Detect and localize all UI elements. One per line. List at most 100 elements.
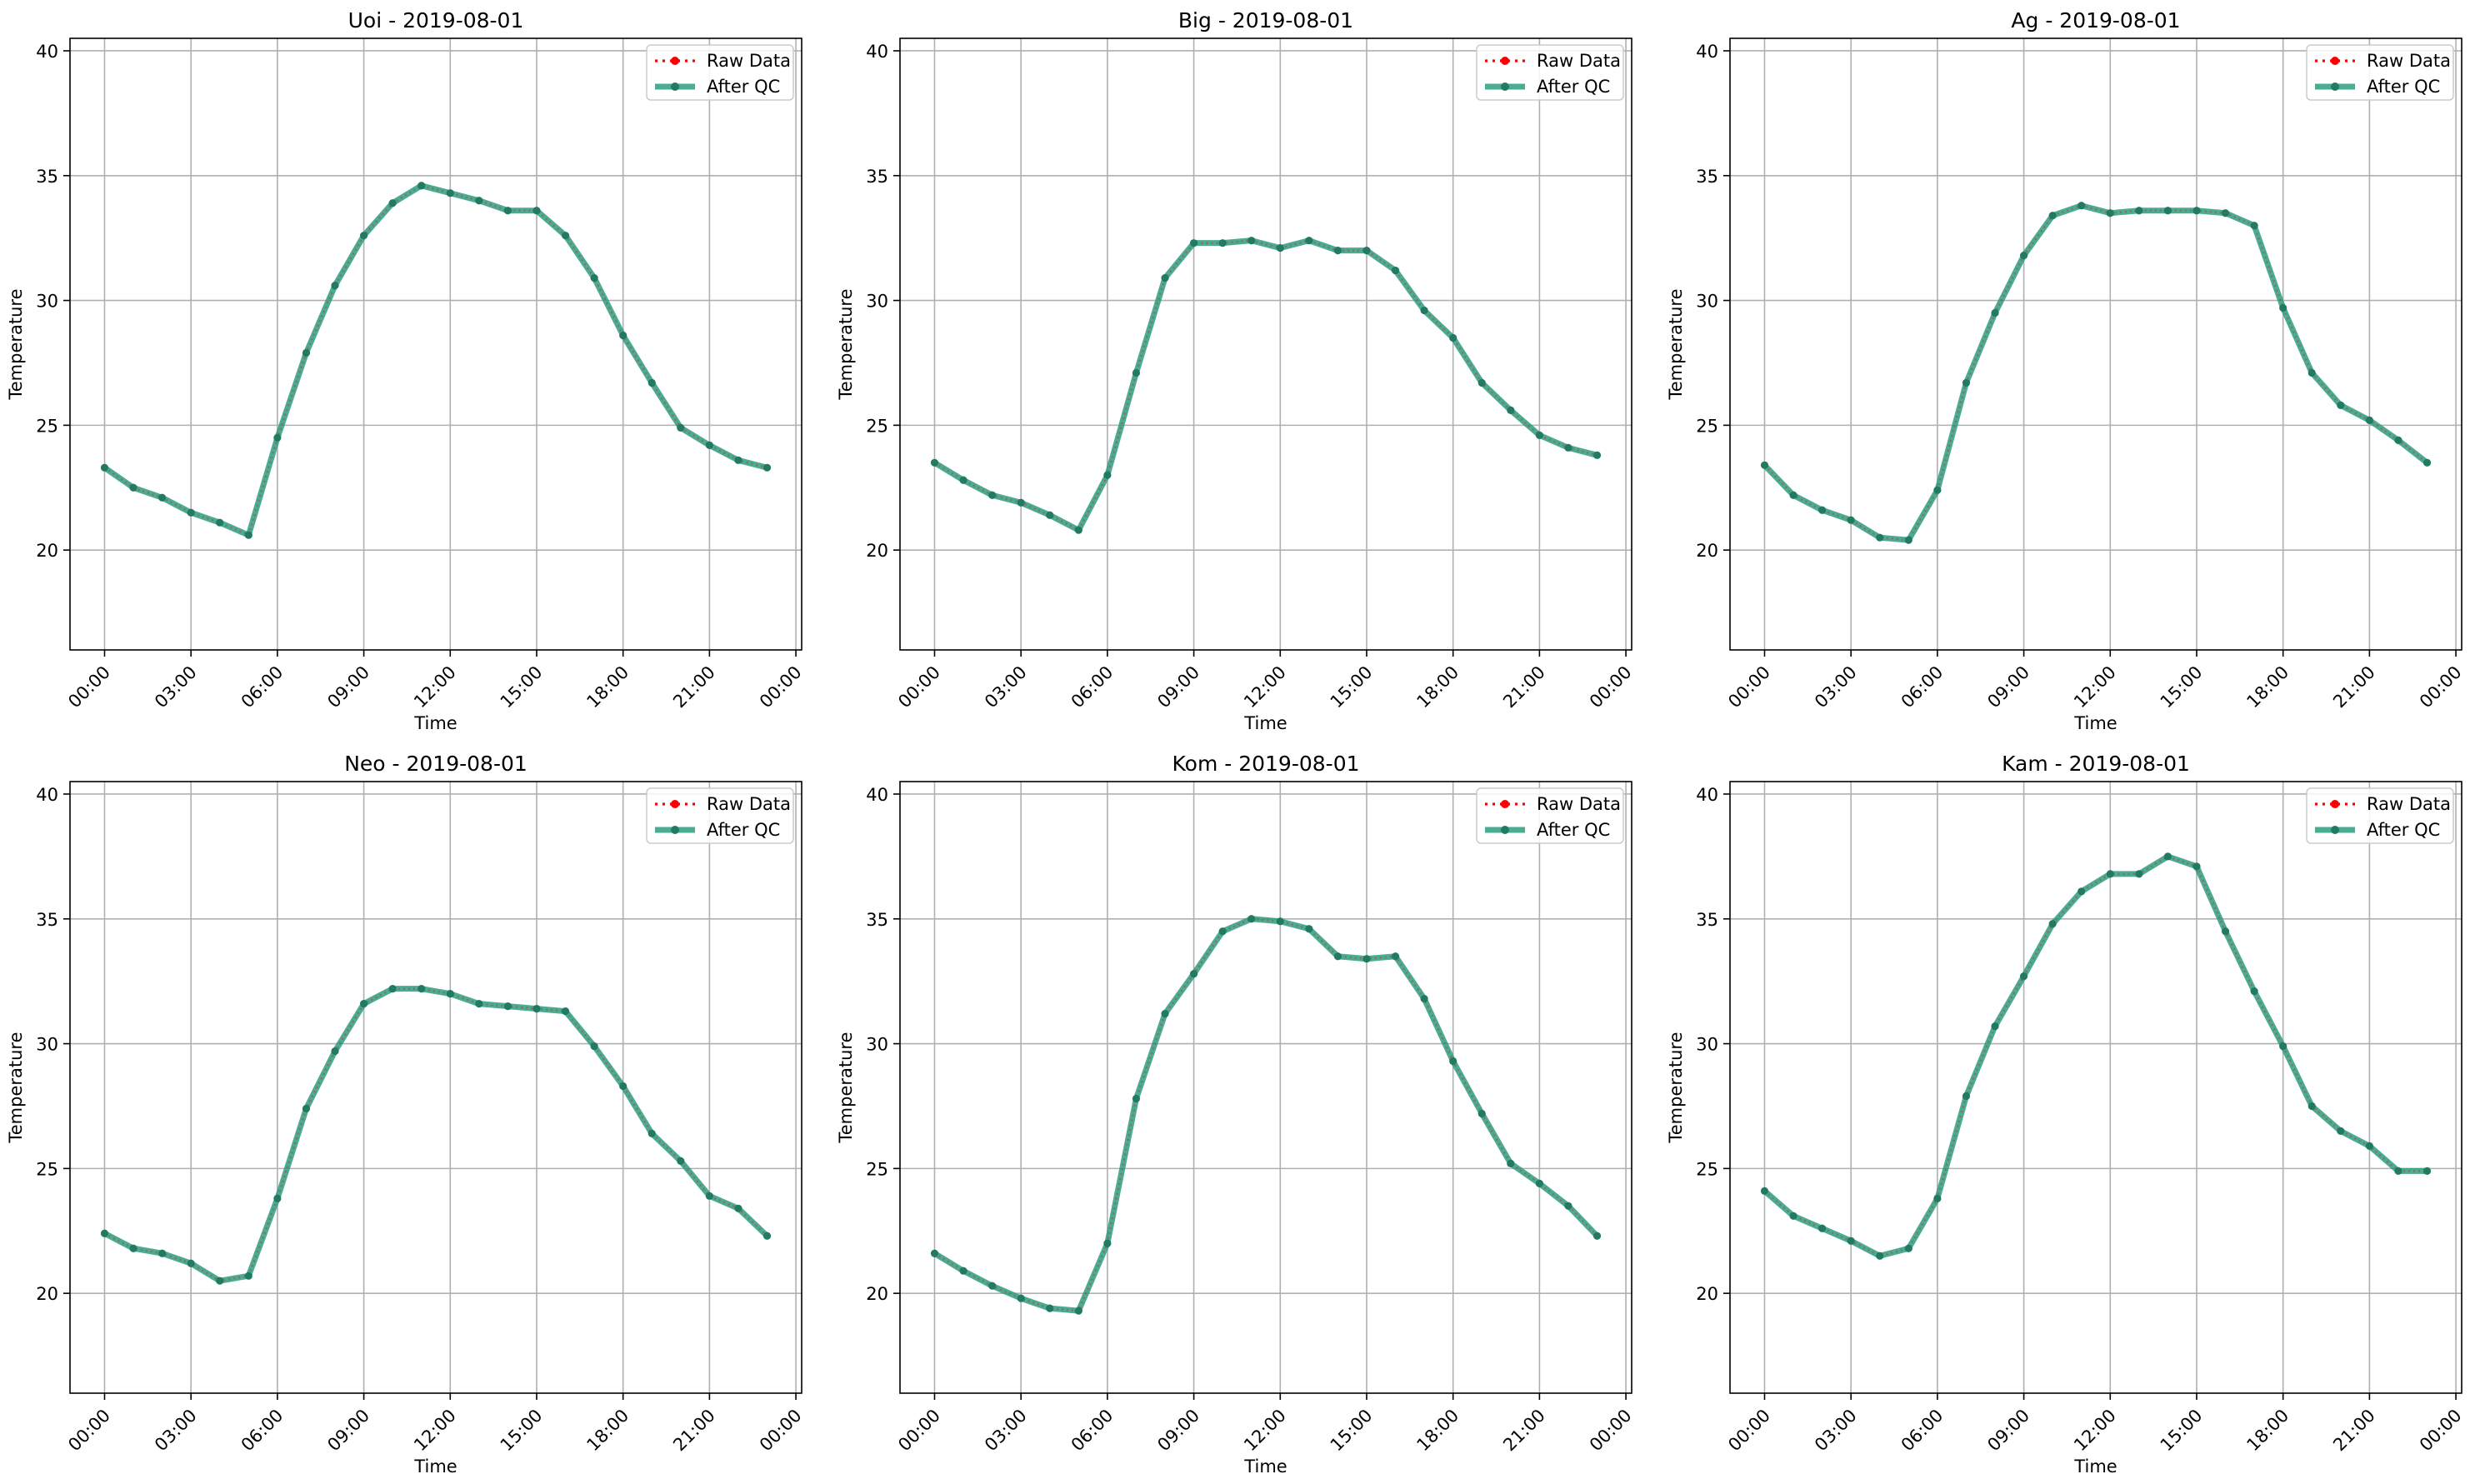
after-qc-point: [1535, 431, 1543, 439]
x-tick-label: 03:00: [151, 662, 201, 712]
after-qc-point: [1904, 536, 1912, 544]
after-qc-point: [2365, 1142, 2373, 1151]
axes-frame: [69, 781, 802, 1394]
grid: [1730, 782, 2462, 1393]
legend-qc-label: After QC: [1537, 77, 1610, 97]
after-qc-point: [503, 207, 512, 215]
after-qc-point: [1933, 1194, 1942, 1202]
after-qc-point: [331, 281, 339, 290]
after-qc-point: [100, 1229, 109, 1237]
after-qc-point: [273, 1194, 282, 1202]
legend-raw-marker: [671, 57, 679, 65]
legend-raw-marker: [2331, 800, 2339, 808]
after-qc-points: [1760, 852, 2432, 1260]
legend-raw-label: Raw Data: [1537, 51, 1621, 71]
legend: Raw Data After QC: [646, 787, 794, 844]
after-qc-point: [1507, 406, 1515, 414]
subplot-1: 00:00 03:00 06:00 09:00 12:00 15:00 18:00 21:00…: [6, 8, 806, 733]
after-qc-point: [762, 463, 772, 472]
legend-qc-label: After QC: [707, 820, 780, 840]
x-tick-label: 09:00: [1983, 662, 2033, 712]
y-axis-label: Temperature: [836, 1032, 856, 1143]
x-tick-label: 00:00: [756, 1406, 806, 1456]
after-qc-point: [1847, 516, 1855, 524]
legend-qc-marker: [671, 826, 679, 834]
after-qc-point: [1507, 1159, 1515, 1167]
after-qc-point: [1132, 1094, 1141, 1103]
y-tick-label: 20: [36, 541, 58, 561]
after-qc-point: [2078, 202, 2086, 210]
after-qc-point: [705, 1192, 713, 1200]
after-qc-point: [2078, 887, 2086, 896]
after-qc-point: [1420, 995, 1428, 1003]
after-qc-point: [2279, 1042, 2288, 1051]
y-tick-label: 20: [1696, 1284, 1718, 1304]
x-tick-label: 00:00: [1586, 662, 1636, 712]
x-axis-label: Time: [2073, 1457, 2117, 1477]
subplot-3: 00:00 03:00 06:00 09:00 12:00 15:00 18:00 21:00…: [1666, 8, 2466, 733]
after-qc-point: [2163, 852, 2172, 861]
after-qc-point: [705, 441, 713, 449]
y-tick-label: 20: [866, 1284, 888, 1304]
x-tick-label: 03:00: [1811, 662, 1861, 712]
y-tick-label: 25: [1696, 1159, 1718, 1179]
after-qc-point: [388, 985, 397, 993]
y-tick-label: 20: [1696, 541, 1718, 561]
x-tick-label: 06:00: [1898, 1406, 1948, 1456]
x-tick-label: 00:00: [64, 662, 114, 712]
after-qc-point: [2221, 927, 2230, 936]
after-qc-point: [1218, 927, 1227, 936]
after-qc-point: [1592, 1232, 1602, 1240]
after-qc-point: [734, 1204, 742, 1212]
x-axis-label: Time: [1243, 713, 1287, 733]
after-qc-point: [2308, 1102, 2316, 1111]
after-qc-point: [1991, 308, 1999, 317]
legend-qc-marker: [1501, 82, 1509, 91]
y-tick-label: 35: [36, 167, 58, 187]
legend-qc-label: After QC: [2367, 820, 2440, 840]
legend: Raw Data After QC: [646, 44, 794, 101]
after-qc-line: [1761, 853, 2431, 1259]
after-qc-point: [734, 456, 742, 464]
after-qc-point: [418, 985, 426, 993]
y-axis-label: Temperature: [1666, 1032, 1686, 1143]
after-qc-point: [2163, 207, 2172, 215]
y-tick-label: 25: [1696, 416, 1718, 436]
legend-raw-label: Raw Data: [2367, 794, 2451, 814]
subplot-title: Big - 2019-08-01: [1178, 8, 1353, 32]
after-qc-line: [931, 237, 1601, 533]
after-qc-point: [1046, 1304, 1054, 1312]
after-qc-point: [2048, 920, 2057, 928]
after-qc-point: [1789, 1212, 1798, 1220]
after-qc-point: [2365, 416, 2373, 424]
after-qc-point: [1847, 1237, 1855, 1245]
grid: [70, 782, 802, 1393]
y-tick-label: 25: [36, 416, 58, 436]
x-tick-label: 18:00: [1412, 662, 1462, 712]
after-qc-point: [1789, 491, 1798, 499]
x-tick-label: 12:00: [410, 662, 460, 712]
after-qc-point: [1017, 498, 1025, 507]
x-tick-label: 00:00: [2416, 662, 2466, 712]
after-qc-line: [101, 182, 771, 538]
after-qc-point: [244, 531, 252, 539]
after-qc-point: [1248, 237, 1256, 245]
legend-raw-label: Raw Data: [2367, 51, 2451, 71]
legend-qc-label: After QC: [1537, 820, 1610, 840]
x-tick-label: 15:00: [1327, 1406, 1377, 1456]
after-qc-point: [1760, 1187, 1769, 1195]
y-tick-label: 35: [1696, 167, 1718, 187]
after-qc-point: [1818, 506, 1827, 514]
after-qc-point: [216, 518, 224, 527]
after-qc-point: [1876, 1252, 1884, 1260]
y-tick-label: 25: [866, 416, 888, 436]
after-qc-point: [619, 1082, 628, 1091]
after-qc-point: [1046, 511, 1054, 519]
y-tick-label: 40: [866, 785, 888, 805]
after-qc-point: [1276, 244, 1284, 252]
after-qc-point: [930, 1249, 939, 1257]
after-qc-point: [158, 493, 167, 502]
after-qc-point: [619, 331, 628, 340]
subplot-title: Uoi - 2019-08-01: [348, 8, 524, 32]
